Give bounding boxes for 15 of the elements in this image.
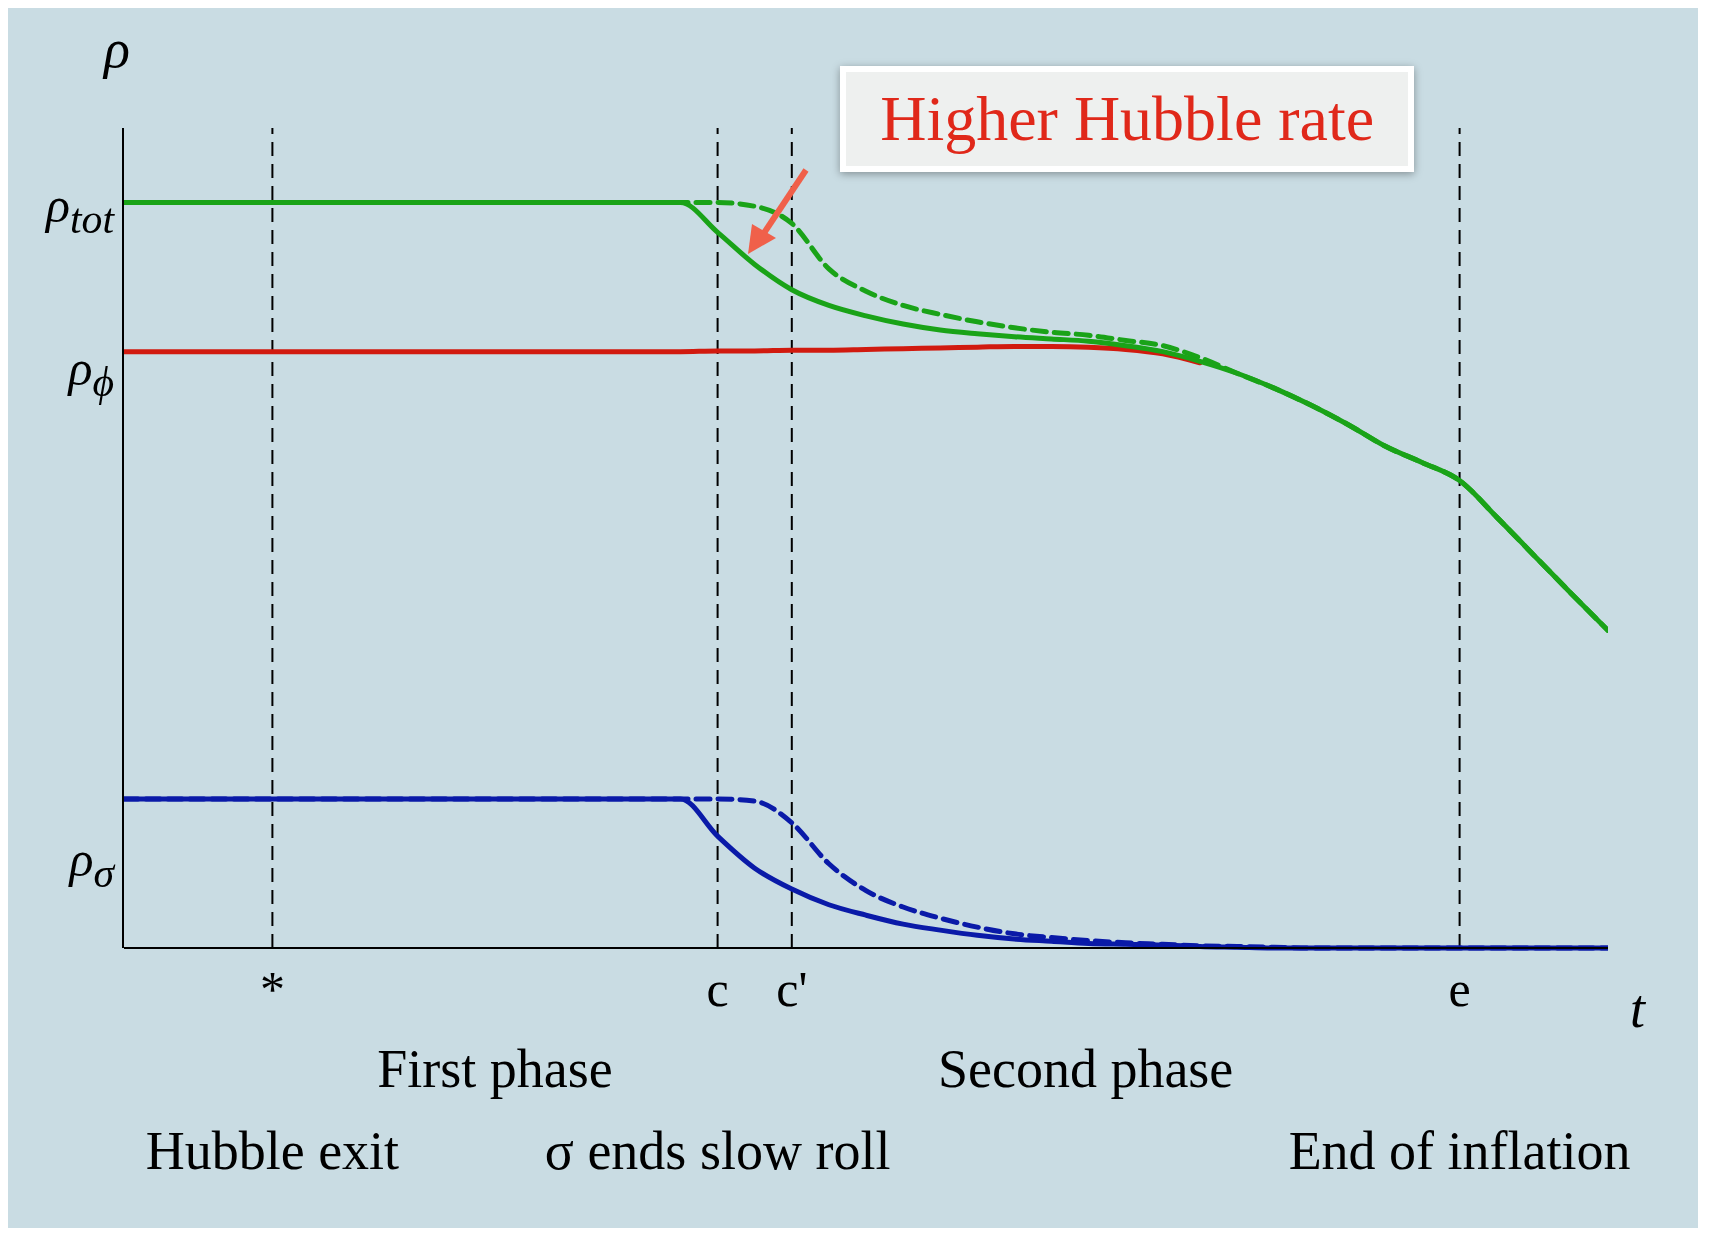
- text: ρ$_{tot}$: [46, 175, 114, 243]
- x-axis-title: t: [1630, 978, 1646, 1040]
- x-tick-label: c': [776, 960, 808, 1017]
- text: Hubble exit: [145, 1120, 400, 1182]
- y-axis-title: ρ: [104, 18, 130, 80]
- x-tick-label: e: [1448, 960, 1471, 1017]
- text: ρ$_{ϕ}$: [68, 339, 114, 407]
- x-tick-label: c: [706, 960, 729, 1017]
- text: ρ$_{σ}$: [69, 830, 114, 898]
- text: σ ends slow roll: [544, 1120, 891, 1182]
- text: Higher Hubble rate: [840, 66, 1415, 172]
- text: End of inflation: [1288, 1120, 1631, 1182]
- text: Second phase: [937, 1038, 1234, 1100]
- x-tick-label: *: [259, 960, 285, 1017]
- text: First phase: [377, 1038, 613, 1100]
